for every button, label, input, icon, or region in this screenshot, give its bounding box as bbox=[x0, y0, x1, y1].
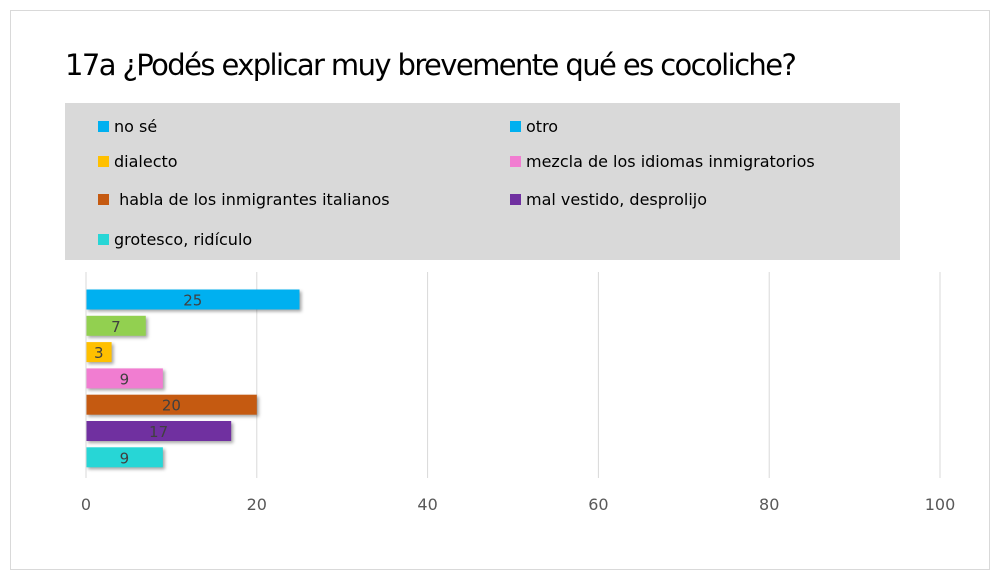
x-tick-label: 0 bbox=[81, 495, 91, 514]
legend-label: dialecto bbox=[114, 151, 178, 171]
legend-swatch bbox=[510, 120, 521, 132]
bar-value-label: 25 bbox=[183, 292, 202, 310]
legend-label: mal vestido, desprolijo bbox=[526, 189, 708, 209]
bar-value-label: 9 bbox=[120, 449, 130, 467]
legend-item-habla: habla de los inmigrantes italianos bbox=[98, 188, 390, 210]
bar bbox=[86, 394, 257, 415]
legend-item-dialecto: dialecto bbox=[98, 150, 178, 172]
bar bbox=[86, 315, 146, 336]
legend-item-grotesco: grotesco, ridículo bbox=[98, 228, 252, 250]
bar bbox=[86, 289, 300, 310]
legend: no sé otro dialecto mezcla de los idioma… bbox=[65, 103, 900, 260]
legend-swatch bbox=[98, 233, 109, 245]
bar-value-label: 20 bbox=[162, 397, 181, 415]
bar bbox=[86, 342, 112, 363]
legend-swatch bbox=[510, 155, 521, 167]
legend-label: habla de los inmigrantes italianos bbox=[114, 189, 390, 209]
legend-swatch bbox=[98, 193, 109, 205]
legend-item-otro: otro bbox=[510, 115, 558, 137]
legend-label: mezcla de los idiomas inmigratorios bbox=[526, 151, 815, 171]
legend-label: otro bbox=[526, 116, 559, 136]
legend-swatch bbox=[98, 120, 109, 132]
legend-item-mezcla: mezcla de los idiomas inmigratorios bbox=[510, 150, 815, 172]
bar bbox=[86, 421, 232, 441]
x-tick-label: 60 bbox=[588, 495, 608, 514]
legend-label: grotesco, ridículo bbox=[114, 229, 253, 249]
x-tick-label: 80 bbox=[759, 495, 779, 514]
bar-value-label: 3 bbox=[94, 344, 104, 362]
chart-title: 17a ¿Podés explicar muy brevemente qué e… bbox=[65, 48, 797, 82]
bar-value-label: 17 bbox=[149, 423, 168, 441]
legend-item-mal-vestido: mal vestido, desprolijo bbox=[510, 188, 707, 210]
bar bbox=[86, 447, 163, 468]
x-tick-label: 20 bbox=[247, 495, 267, 514]
legend-item-no-se: no sé bbox=[98, 115, 157, 137]
legend-swatch bbox=[510, 193, 521, 205]
bar-value-label: 9 bbox=[120, 370, 130, 388]
bar-value-label: 7 bbox=[111, 318, 121, 336]
bar bbox=[86, 368, 163, 389]
x-tick-label: 100 bbox=[925, 495, 956, 514]
legend-swatch bbox=[98, 155, 109, 167]
legend-label: no sé bbox=[114, 116, 158, 136]
x-tick-label: 40 bbox=[417, 495, 437, 514]
